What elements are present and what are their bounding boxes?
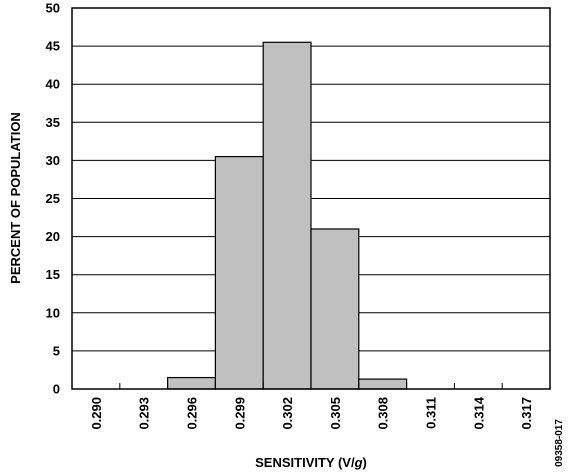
y-tick-label: 10 (46, 305, 60, 320)
figure-code: 09358-017 (554, 419, 565, 467)
y-tick-label: 35 (46, 115, 60, 130)
y-tick-label: 0 (53, 382, 60, 397)
x-tick-label: 0.305 (328, 397, 343, 430)
x-tick-label: 0.308 (376, 397, 391, 430)
y-tick-label: 25 (46, 191, 60, 206)
x-tick-label: 0.302 (280, 397, 295, 430)
x-tick-label: 0.290 (89, 397, 104, 430)
x-axis-label-unit: g (354, 455, 363, 470)
x-axis-label-main: SENSITIVITY (V/ (255, 455, 355, 470)
x-axis-label: SENSITIVITY (V/g) (255, 455, 367, 470)
x-tick-label: 0.296 (185, 397, 200, 430)
y-tick-label: 40 (46, 77, 60, 92)
y-tick-label: 45 (46, 39, 60, 54)
y-tick-label: 15 (46, 267, 60, 282)
x-axis-label-close: ) (363, 455, 367, 470)
x-tick-label: 0.299 (232, 397, 247, 430)
y-axis-ticks: 0 5 10 15 20 25 30 35 40 45 50 (46, 1, 60, 397)
x-tick-label: 0.314 (471, 396, 486, 429)
bars (167, 41, 408, 390)
x-axis-ticks: 0.290 0.293 0.296 0.299 0.302 0.305 0.308 0.311… (89, 383, 534, 430)
bar (310, 228, 360, 390)
x-tick-label: 0.311 (424, 397, 439, 429)
y-tick-label: 30 (46, 153, 60, 168)
bar (358, 378, 408, 390)
x-tick-label: 0.293 (137, 397, 152, 430)
y-tick-label: 5 (53, 343, 60, 358)
y-tick-label: 20 (46, 229, 60, 244)
bar (167, 376, 217, 390)
bar (262, 41, 312, 390)
plot-frame (71, 7, 551, 390)
y-tick-label: 50 (46, 1, 60, 16)
x-tick-label: 0.317 (519, 397, 534, 430)
bar (214, 155, 264, 390)
y-axis-label: PERCENT OF POPULATION (8, 112, 23, 284)
